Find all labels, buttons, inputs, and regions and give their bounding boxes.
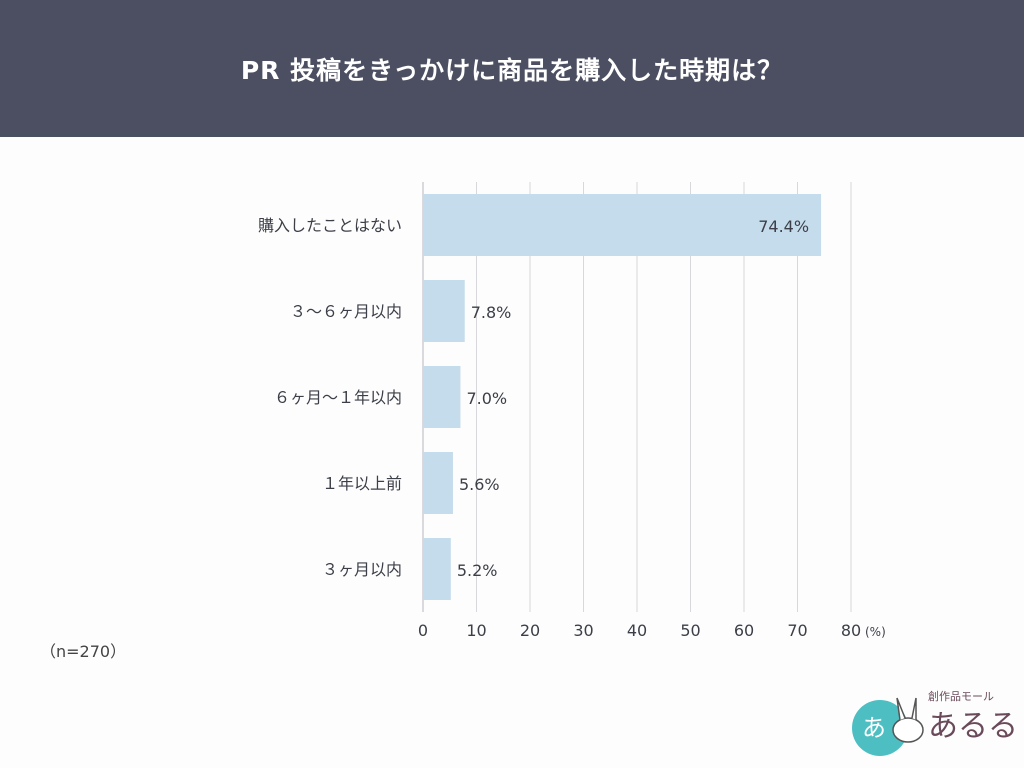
category-label: ３～６ヶ月以内 (290, 302, 402, 321)
x-tick-label: 60 (734, 621, 754, 640)
x-tick-label: 50 (680, 621, 700, 640)
category-label: 購入したことはない (258, 216, 402, 235)
svg-text:創作品モール: 創作品モール (928, 689, 994, 703)
aruru-logo: あ 創作品モール あるる (850, 688, 1020, 763)
category-label: １年以上前 (322, 474, 402, 493)
x-tick-label: 20 (520, 621, 540, 640)
data-label: 7.0% (466, 389, 507, 408)
bar (423, 366, 461, 428)
category-label: ６ヶ月～１年以内 (274, 388, 402, 407)
data-label: 7.8% (471, 303, 512, 322)
x-tick-label: 0 (418, 621, 428, 640)
data-label: 74.4% (758, 217, 809, 236)
chart-title: PR 投稿をきっかけに商品を購入した時期は？ (240, 55, 784, 85)
data-label: 5.2% (457, 561, 498, 580)
bar (423, 280, 465, 342)
header-banner: PR 投稿をきっかけに商品を購入した時期は？ (0, 0, 1024, 137)
bar (423, 194, 822, 256)
bar (423, 538, 451, 600)
svg-text:あ: あ (862, 714, 886, 742)
category-label: ３ヶ月以内 (322, 560, 402, 579)
x-tick-label: 70 (787, 621, 807, 640)
x-tick-label: 10 (466, 621, 486, 640)
x-tick-label: 80 (841, 621, 861, 640)
sample-size-note: （n=270） (40, 642, 127, 661)
x-unit-label: (%) (865, 625, 886, 639)
x-tick-label: 30 (573, 621, 593, 640)
bar (423, 452, 453, 514)
x-tick-label: 40 (627, 621, 647, 640)
svg-text:あるる: あるる (928, 709, 1018, 744)
rabbit-logo-icon: あ 創作品モール あるる (852, 689, 1018, 756)
data-label: 5.6% (459, 475, 500, 494)
